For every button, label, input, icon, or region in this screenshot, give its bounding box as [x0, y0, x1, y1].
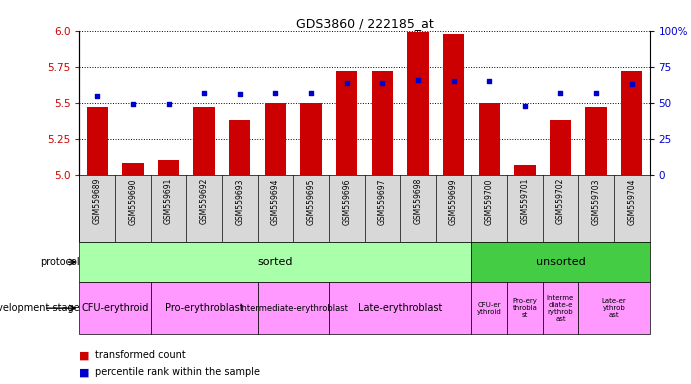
Point — [377, 79, 388, 86]
Point — [413, 77, 424, 83]
Text: GSM559695: GSM559695 — [307, 178, 316, 225]
Text: GSM559697: GSM559697 — [378, 178, 387, 225]
Text: GSM559692: GSM559692 — [200, 178, 209, 225]
Text: percentile rank within the sample: percentile rank within the sample — [95, 367, 260, 377]
Text: GSM559690: GSM559690 — [129, 178, 138, 225]
Bar — [471, 282, 507, 334]
Bar — [158, 161, 179, 175]
Bar — [407, 32, 428, 175]
Point — [305, 89, 316, 96]
Text: Pro-ery
throbla
st: Pro-ery throbla st — [513, 298, 538, 318]
Text: GSM559703: GSM559703 — [591, 178, 600, 225]
Bar — [193, 107, 215, 175]
Text: CFU-er
ythroid: CFU-er ythroid — [477, 302, 502, 314]
Bar — [336, 71, 357, 175]
Bar — [329, 282, 471, 334]
Bar — [79, 282, 151, 334]
Text: protocol: protocol — [40, 257, 79, 267]
Point — [127, 101, 138, 107]
Text: Interme
diate-e
rythrob
ast: Interme diate-e rythrob ast — [547, 295, 574, 322]
Bar — [229, 120, 250, 175]
Text: Pro-erythroblast: Pro-erythroblast — [165, 303, 243, 313]
Text: GSM559700: GSM559700 — [484, 178, 493, 225]
Point — [198, 89, 209, 96]
Text: Late-erythroblast: Late-erythroblast — [358, 303, 442, 313]
Bar — [151, 282, 258, 334]
Point — [92, 93, 103, 99]
Bar — [542, 282, 578, 334]
Text: GSM559693: GSM559693 — [236, 178, 245, 225]
Text: ■: ■ — [79, 367, 90, 377]
Text: GSM559702: GSM559702 — [556, 178, 565, 225]
Bar — [478, 103, 500, 175]
Bar — [258, 282, 329, 334]
Point — [448, 78, 459, 84]
Title: GDS3860 / 222185_at: GDS3860 / 222185_at — [296, 17, 433, 30]
Text: GSM559691: GSM559691 — [164, 178, 173, 225]
Point — [484, 78, 495, 84]
Point — [270, 89, 281, 96]
Bar — [79, 242, 471, 282]
Point — [520, 103, 531, 109]
Bar — [443, 33, 464, 175]
Bar — [514, 165, 536, 175]
Text: unsorted: unsorted — [536, 257, 585, 267]
Text: sorted: sorted — [258, 257, 293, 267]
Bar — [621, 71, 643, 175]
Text: CFU-erythroid: CFU-erythroid — [82, 303, 149, 313]
Bar — [471, 242, 650, 282]
Point — [626, 81, 637, 87]
Text: Intermediate-erythroblast: Intermediate-erythroblast — [239, 304, 348, 313]
Point — [555, 89, 566, 96]
Bar — [578, 282, 650, 334]
Text: development stage: development stage — [0, 303, 79, 313]
Point — [341, 79, 352, 86]
Bar — [265, 103, 286, 175]
Text: GSM559694: GSM559694 — [271, 178, 280, 225]
Bar — [585, 107, 607, 175]
Text: GSM559689: GSM559689 — [93, 178, 102, 225]
Text: GSM559699: GSM559699 — [449, 178, 458, 225]
Point — [234, 91, 245, 97]
Text: GSM559696: GSM559696 — [342, 178, 351, 225]
Bar — [507, 282, 542, 334]
Bar — [301, 103, 322, 175]
Point — [163, 101, 174, 107]
Text: GSM559698: GSM559698 — [413, 178, 422, 225]
Point — [591, 89, 602, 96]
Text: transformed count: transformed count — [95, 350, 185, 360]
Text: ■: ■ — [79, 350, 90, 360]
Text: GSM559701: GSM559701 — [520, 178, 529, 225]
Text: GSM559704: GSM559704 — [627, 178, 636, 225]
Bar — [122, 163, 144, 175]
Bar — [372, 71, 393, 175]
Text: Late-er
ythrob
ast: Late-er ythrob ast — [602, 298, 626, 318]
Bar — [550, 120, 571, 175]
Bar — [86, 107, 108, 175]
